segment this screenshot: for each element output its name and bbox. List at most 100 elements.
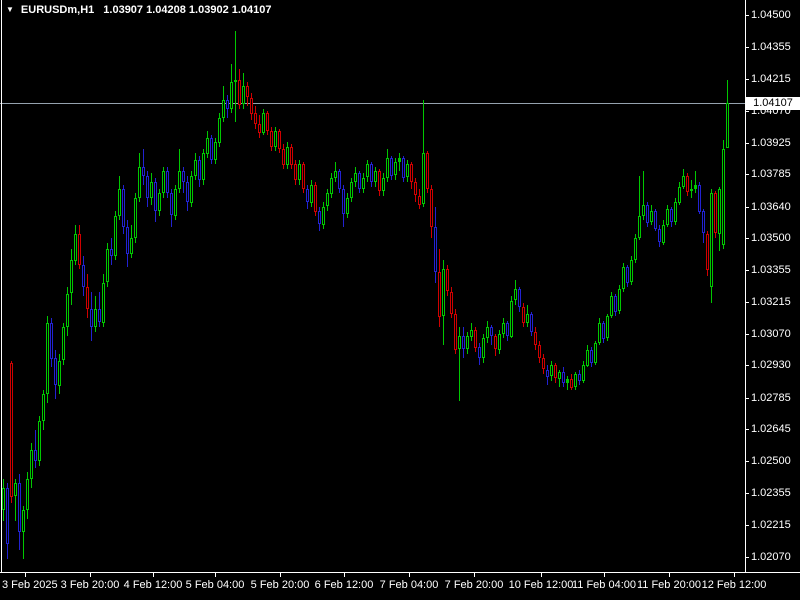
time-axis-tick <box>409 573 410 577</box>
candle <box>474 327 477 352</box>
price-axis-tick <box>745 238 749 239</box>
price-axis-tick <box>745 15 749 16</box>
candle <box>486 321 489 343</box>
current-price-line <box>0 103 745 104</box>
candle <box>466 332 469 354</box>
candle <box>626 265 629 287</box>
candle <box>206 131 209 158</box>
candle <box>722 140 725 249</box>
candle <box>110 238 113 265</box>
candle <box>242 73 245 109</box>
candle <box>262 109 265 135</box>
candle <box>166 167 169 198</box>
candle <box>454 309 457 354</box>
price-axis-label: 1.03215 <box>751 296 791 308</box>
time-axis-tick <box>669 573 670 577</box>
candle <box>606 314 609 341</box>
price-axis-tick <box>745 174 749 175</box>
time-axis-label: 7 Feb 04:00 <box>379 579 439 591</box>
candle <box>702 209 705 243</box>
candle <box>470 323 473 341</box>
candle <box>302 162 305 193</box>
candle <box>190 171 193 207</box>
candle <box>2 479 5 521</box>
price-axis-tick <box>745 398 749 399</box>
candle <box>294 160 297 185</box>
time-axis-label: 5 Feb 04:00 <box>185 579 245 591</box>
candle <box>566 376 569 390</box>
candle <box>62 323 65 365</box>
candle <box>30 443 33 488</box>
candle <box>450 287 453 318</box>
candle <box>158 189 161 216</box>
candle <box>642 171 645 220</box>
candle <box>86 274 89 318</box>
time-axis-label: 7 Feb 20:00 <box>444 579 504 591</box>
candle <box>22 506 25 559</box>
candle <box>550 361 553 381</box>
candle <box>478 343 481 365</box>
candle <box>538 341 541 363</box>
candle <box>674 198 677 225</box>
candle <box>66 287 69 336</box>
candle <box>282 144 285 169</box>
candle <box>310 180 313 207</box>
candle <box>82 256 85 296</box>
price-axis-label: 1.02785 <box>751 392 791 404</box>
candle <box>462 327 465 358</box>
candle <box>386 149 389 182</box>
current-price-label: 1.04107 <box>746 97 800 110</box>
candle <box>174 185 177 220</box>
candle <box>334 162 337 182</box>
candle <box>222 86 225 122</box>
candle <box>18 474 21 550</box>
candle <box>210 135 213 164</box>
candle <box>202 149 205 185</box>
price-axis-label: 1.03070 <box>751 328 791 340</box>
candle <box>514 280 517 305</box>
price-axis-label: 1.03500 <box>751 232 791 244</box>
price-axis-tick <box>745 461 749 462</box>
candle <box>138 153 141 202</box>
price-axis-label: 1.03925 <box>751 137 791 149</box>
candle <box>658 225 661 247</box>
time-axis-label: 11 Feb 04:00 <box>571 579 637 591</box>
time-axis-label: 6 Feb 12:00 <box>314 579 374 591</box>
candle <box>498 330 501 354</box>
candle <box>354 167 357 187</box>
candle <box>54 350 57 399</box>
candle <box>114 211 117 260</box>
candle <box>170 189 173 227</box>
candle <box>406 160 409 182</box>
candle <box>46 316 49 403</box>
candle <box>298 160 301 185</box>
candle <box>14 479 17 521</box>
candle <box>326 189 329 211</box>
candle <box>162 167 165 198</box>
price-axis-label: 1.02930 <box>751 359 791 371</box>
candle <box>314 182 317 216</box>
candle <box>590 347 593 367</box>
candle <box>70 249 73 305</box>
candle <box>446 265 449 296</box>
candlestick-chart[interactable] <box>0 0 745 572</box>
candle <box>238 69 241 109</box>
time-axis-tick <box>344 573 345 577</box>
candle <box>286 142 289 169</box>
candle <box>714 191 717 238</box>
candle <box>142 149 145 185</box>
candle <box>358 171 361 193</box>
candle <box>594 341 597 365</box>
candle <box>154 178 157 222</box>
time-axis-tick <box>734 573 735 577</box>
price-axis-label: 1.04215 <box>751 73 791 85</box>
candle <box>362 173 365 193</box>
time-axis-tick <box>153 573 154 577</box>
candle <box>6 483 9 559</box>
candle <box>338 169 341 193</box>
candle <box>250 93 253 120</box>
candle <box>78 225 81 269</box>
candle <box>414 178 417 202</box>
candle <box>706 231 709 276</box>
candle <box>526 305 529 327</box>
